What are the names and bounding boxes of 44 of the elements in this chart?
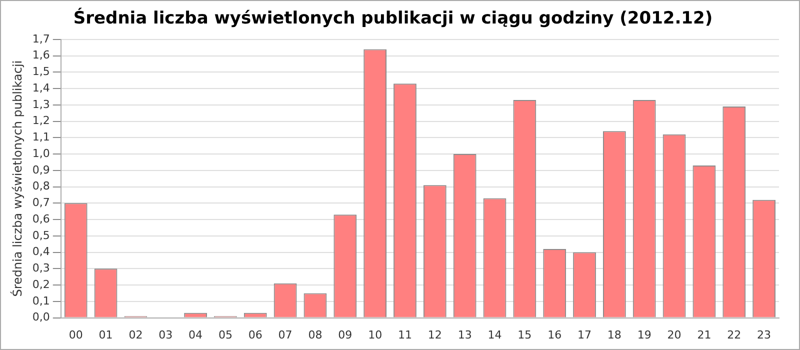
- chart-title: Średnia liczba wyświetlonych publikacji w ciągu godziny (2012.12): [73, 8, 713, 29]
- y-tick-label: 0,1: [32, 294, 50, 308]
- y-tick-label: 1,4: [32, 81, 50, 94]
- y-tick-label: 1,1: [32, 130, 50, 144]
- x-tick-label: 18: [607, 328, 622, 342]
- y-tick-label: 0,8: [32, 180, 50, 193]
- y-tick-label: 0,3: [32, 262, 50, 275]
- x-tick-label: 19: [637, 328, 652, 342]
- x-tick-label: 06: [248, 328, 262, 342]
- x-tick-label: 03: [158, 328, 173, 342]
- y-tick-label: 0,6: [32, 212, 50, 226]
- y-tick-label: 0,0: [32, 310, 50, 324]
- y-tick-label: 1,3: [32, 98, 50, 111]
- y-tick-label: 0,9: [32, 163, 50, 176]
- y-tick-label: 1,7: [32, 32, 50, 46]
- x-tick-label: 11: [398, 328, 412, 342]
- x-tick-label: 08: [308, 328, 322, 342]
- y-tick-label: 1,0: [32, 146, 50, 160]
- x-tick-label: 20: [667, 328, 682, 342]
- x-tick-label: 17: [578, 328, 592, 342]
- x-tick-label: 23: [757, 328, 772, 342]
- x-tick-label: 15: [518, 328, 532, 342]
- y-tick-label: 1,5: [32, 65, 50, 78]
- y-tick-label: 1,2: [32, 114, 50, 128]
- y-tick-label: 0,5: [32, 228, 50, 242]
- x-tick-label: 04: [188, 328, 203, 342]
- y-tick-label: 1,6: [32, 48, 50, 62]
- x-tick-label: 10: [368, 328, 382, 342]
- x-tick-label: 13: [458, 328, 472, 342]
- x-tick-label: 07: [278, 328, 292, 342]
- x-tick-label: 16: [548, 328, 562, 342]
- x-tick-label: 02: [128, 328, 143, 342]
- x-tick-label: 00: [68, 328, 83, 342]
- x-tick-label: 09: [338, 328, 352, 342]
- x-tick-label: 01: [98, 328, 113, 342]
- y-axis-title: Średnia liczba wyświetlonych publikacji: [9, 60, 24, 297]
- y-tick-label: 0,4: [32, 245, 50, 258]
- x-tick-label: 05: [218, 328, 232, 342]
- y-tick-label: 0,7: [32, 196, 50, 210]
- x-tick-label: 22: [727, 328, 742, 342]
- x-tick-label: 14: [488, 328, 502, 342]
- y-tick-label: 0,2: [32, 278, 50, 291]
- x-tick-label: 12: [428, 328, 442, 342]
- x-tick-label: 21: [697, 328, 712, 342]
